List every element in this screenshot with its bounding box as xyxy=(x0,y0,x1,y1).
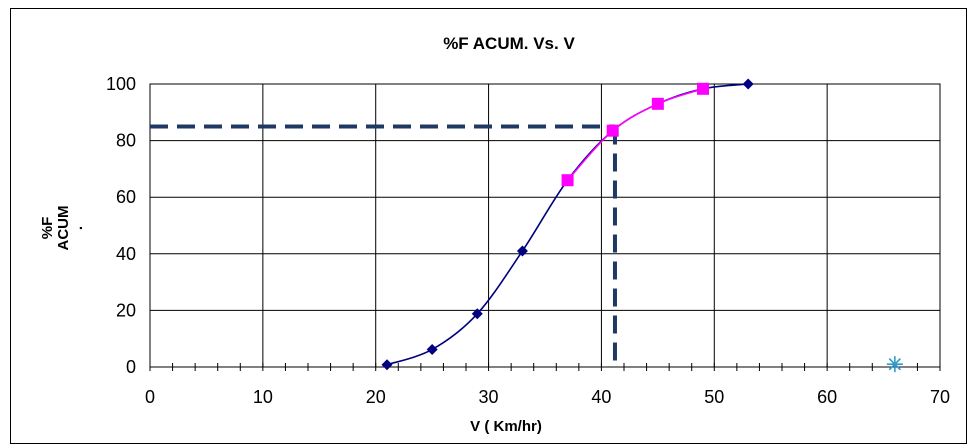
y-axis-label: %F ACUM . xyxy=(39,206,86,251)
series-3-point xyxy=(886,356,903,373)
reference-lines xyxy=(150,124,617,367)
y-tick-label: 60 xyxy=(116,187,136,207)
x-tick-label: 10 xyxy=(253,387,273,407)
x-tick-label: 50 xyxy=(704,387,724,407)
series-2-point xyxy=(697,82,709,95)
x-tick-label: 20 xyxy=(366,387,386,407)
series-1-point xyxy=(471,308,483,320)
series-1-point xyxy=(426,343,438,355)
x-tick-label: 60 xyxy=(817,387,837,407)
series-2-line xyxy=(566,88,704,181)
x-tick-label: 70 xyxy=(930,387,950,407)
y-tick-label: 80 xyxy=(116,131,136,151)
y-tick-label: 20 xyxy=(116,300,136,320)
y-tick-label: 40 xyxy=(116,244,136,264)
y-axis-label-line-2: ACUM xyxy=(55,206,72,251)
plot-area-border xyxy=(149,83,941,368)
y-axis-label-line-1: %F xyxy=(39,217,56,240)
series-2-point xyxy=(606,124,619,137)
series-2-point xyxy=(651,97,664,110)
series-1-point xyxy=(381,359,393,371)
x-tick-label: 40 xyxy=(591,387,611,407)
series-2-point xyxy=(561,174,574,187)
series-group xyxy=(381,78,903,373)
x-tick-label: 30 xyxy=(479,387,499,407)
x-tick-label: 0 xyxy=(145,387,155,407)
grid xyxy=(149,83,941,368)
y-tick-label: 0 xyxy=(126,357,136,377)
chart-title: %F ACUM. Vs. V xyxy=(443,34,575,53)
x-minor-ticks xyxy=(149,363,941,371)
y-axis-label-line-3: . xyxy=(69,226,86,230)
y-tick-label: 100 xyxy=(106,74,136,94)
series-1-point xyxy=(516,245,528,257)
y-tick-labels: 0 20 40 60 80 100 xyxy=(106,74,136,377)
series-1-point xyxy=(742,78,754,90)
x-axis-label: V ( Km/hr) xyxy=(470,418,542,435)
x-tick-labels: 0 10 20 30 40 50 60 70 xyxy=(145,387,950,407)
